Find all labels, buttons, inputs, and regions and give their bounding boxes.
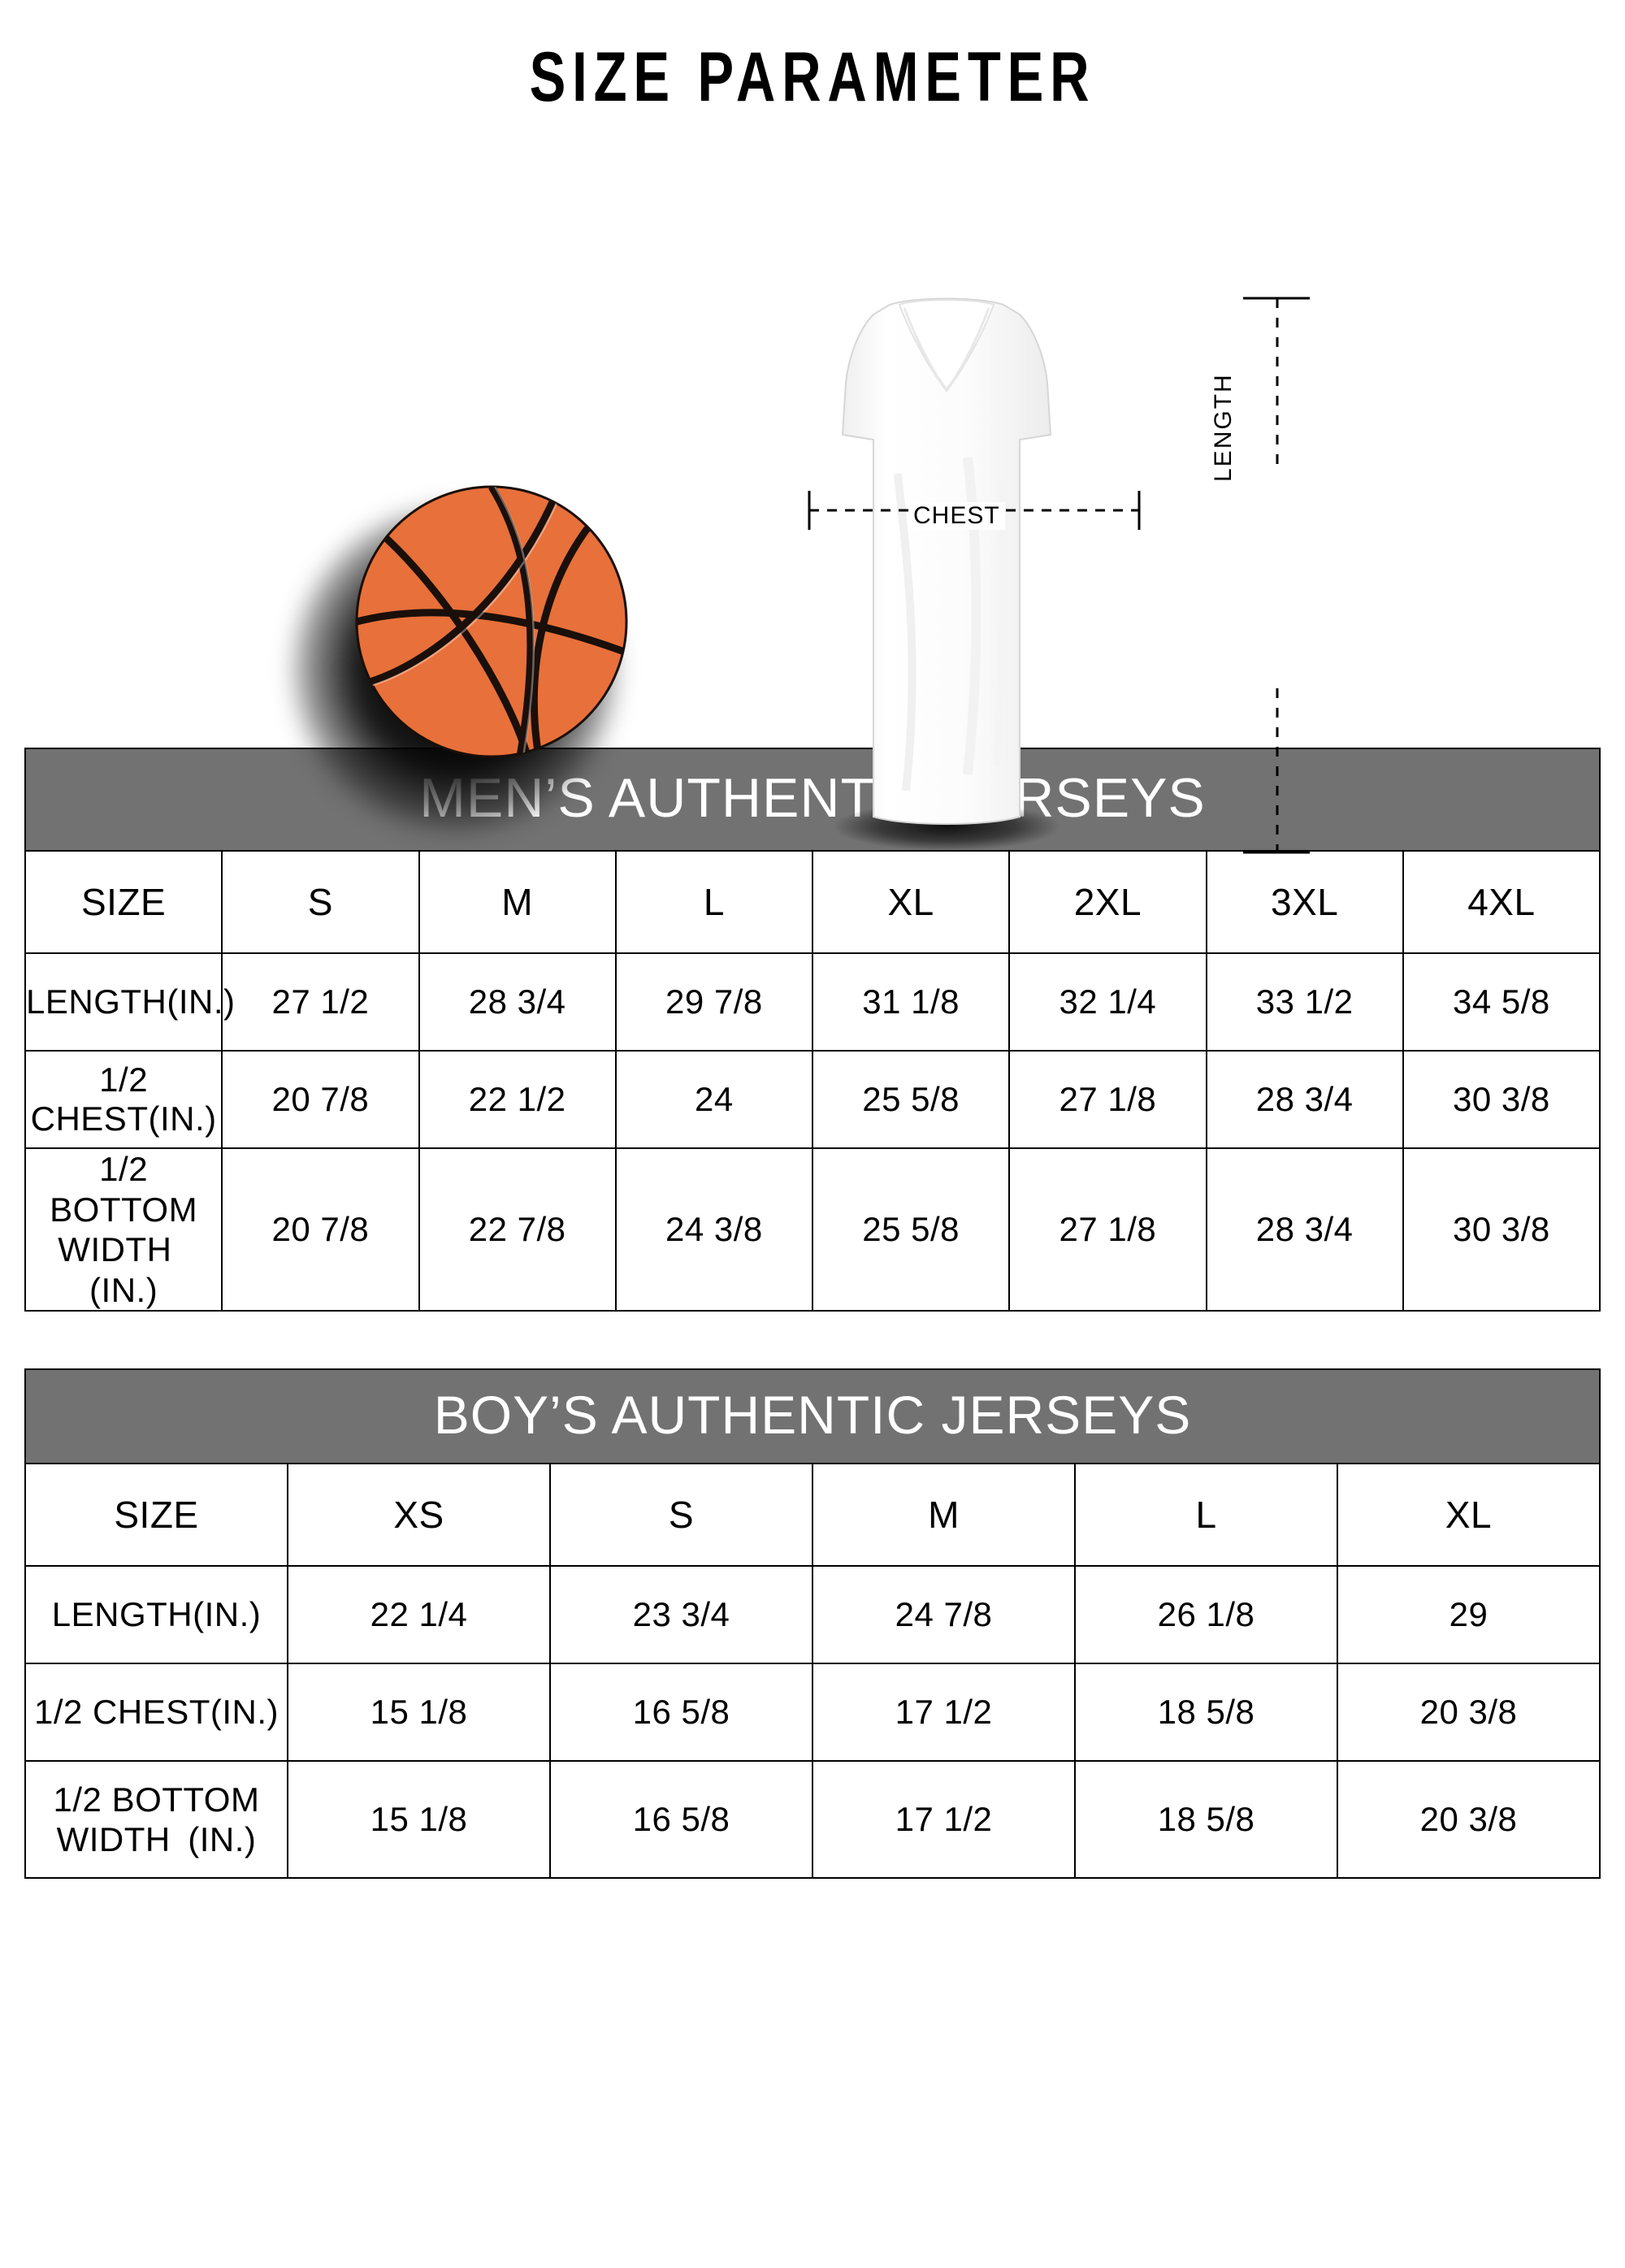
mens-col-m: M	[418, 850, 617, 954]
boys-chest-xs: 15 1/8	[287, 1663, 551, 1763]
boys-length-m: 24 7/8	[812, 1565, 1076, 1665]
jersey-illustration	[776, 287, 1117, 856]
table-row: 1/2 BOTTOM WIDTH (IN.) 15 1/8 16 5/8 17 …	[24, 1760, 1601, 1880]
table-header-row: SIZE XS S M L XL	[24, 1463, 1601, 1568]
table-row: LENGTH(IN.) 22 1/4 23 3/4 24 7/8 26 1/8 …	[24, 1565, 1601, 1665]
mens-row-label-bottom-width: 1/2 BOTTOM WIDTH (IN.)	[24, 1147, 223, 1312]
boys-bottom-s: 16 5/8	[549, 1760, 813, 1880]
length-dimension-line	[1243, 297, 1310, 854]
boys-col-l: L	[1074, 1463, 1338, 1568]
boys-row-label-bottom-width-line2: WIDTH (IN.)	[56, 1820, 257, 1859]
mens-col-4xl: 4XL	[1402, 850, 1601, 954]
boys-bottom-m: 17 1/2	[812, 1760, 1076, 1880]
mens-row-label-chest: 1/2 CHEST(IN.)	[24, 1050, 223, 1149]
chest-label: CHEST	[908, 502, 1005, 530]
mens-bottom-4xl: 30 3/8	[1402, 1147, 1601, 1312]
mens-bottom-xl: 25 5/8	[811, 1147, 1011, 1312]
mens-col-3xl: 3XL	[1205, 850, 1404, 954]
boys-bottom-xs: 15 1/8	[287, 1760, 551, 1880]
boys-size-table: SIZE XS S M L XL LENGTH(IN.) 22 1/4 23 3…	[24, 1463, 1601, 1880]
mens-length-3xl: 33 1/2	[1205, 952, 1404, 1052]
boys-bottom-l: 18 5/8	[1074, 1760, 1338, 1880]
page-title: SIZE PARAMETER	[529, 38, 1096, 116]
boys-col-size: SIZE	[24, 1463, 288, 1568]
mens-chest-m: 22 1/2	[418, 1050, 617, 1149]
mens-col-xl: XL	[811, 850, 1011, 954]
table-row: 1/2 CHEST(IN.) 20 7/8 22 1/2 24 25 5/8 2…	[24, 1050, 1601, 1149]
boys-row-label-bottom-width: 1/2 BOTTOM WIDTH (IN.)	[24, 1760, 288, 1880]
boys-row-label-bottom-width-line1: 1/2 BOTTOM	[53, 1780, 260, 1819]
boys-length-l: 26 1/8	[1074, 1565, 1338, 1665]
mens-length-l: 29 7/8	[614, 952, 814, 1052]
mens-length-2xl: 32 1/4	[1008, 952, 1207, 1052]
mens-col-s: S	[221, 850, 420, 954]
mens-chest-l: 24	[614, 1050, 814, 1149]
mens-chest-2xl: 27 1/8	[1008, 1050, 1207, 1149]
mens-bottom-2xl: 27 1/8	[1008, 1147, 1207, 1312]
mens-bottom-l: 24 3/8	[614, 1147, 814, 1312]
boys-length-xs: 22 1/4	[287, 1565, 551, 1665]
mens-row-label-length: LENGTH(IN.)	[24, 952, 235, 1052]
mens-length-m: 28 3/4	[418, 952, 617, 1052]
mens-chest-s: 20 7/8	[221, 1050, 420, 1149]
table-row: 1/2 BOTTOM WIDTH (IN.) 20 7/8 22 7/8 24 …	[24, 1147, 1601, 1312]
boys-col-s: S	[549, 1463, 813, 1568]
illustration-area: CHEST LENGTH	[0, 112, 1625, 854]
mens-bottom-3xl: 28 3/4	[1205, 1147, 1404, 1312]
mens-bottom-m: 22 7/8	[418, 1147, 617, 1312]
boys-length-xl: 29	[1337, 1565, 1601, 1665]
boys-col-m: M	[812, 1463, 1076, 1568]
boys-chest-m: 17 1/2	[812, 1663, 1076, 1763]
boys-table-title: BOY’S AUTHENTIC JERSEYS	[24, 1368, 1601, 1464]
boys-chest-xl: 20 3/8	[1337, 1663, 1601, 1763]
boys-row-label-chest: 1/2 CHEST(IN.)	[24, 1663, 288, 1763]
length-label: LENGTH	[1210, 373, 1237, 482]
mens-size-table: SIZE S M L XL 2XL 3XL 4XL LENGTH(IN.) 27…	[24, 850, 1601, 1312]
mens-chest-xl: 25 5/8	[811, 1050, 1011, 1149]
mens-row-label-bottom-width-line1: 1/2 BOTTOM	[50, 1150, 198, 1229]
mens-size-table-block: MEN’S AUTHENTIC JERSEYS SIZE S M L XL 2X…	[24, 748, 1601, 1312]
mens-col-l: L	[614, 850, 814, 954]
basketball-illustration	[292, 482, 666, 831]
table-header-row: SIZE S M L XL 2XL 3XL 4XL	[24, 850, 1601, 954]
boys-col-xl: XL	[1337, 1463, 1601, 1568]
table-row: 1/2 CHEST(IN.) 15 1/8 16 5/8 17 1/2 18 5…	[24, 1663, 1601, 1763]
jersey-icon	[833, 297, 1060, 851]
table-row: LENGTH(IN.) 27 1/2 28 3/4 29 7/8 31 1/8 …	[24, 952, 1601, 1052]
boys-col-xs: XS	[287, 1463, 551, 1568]
mens-length-4xl: 34 5/8	[1402, 952, 1601, 1052]
mens-length-s: 27 1/2	[221, 952, 420, 1052]
boys-chest-l: 18 5/8	[1074, 1663, 1338, 1763]
boys-row-label-length: LENGTH(IN.)	[24, 1565, 288, 1665]
mens-row-label-bottom-width-line2: WIDTH (IN.)	[58, 1230, 189, 1309]
basketball-icon	[355, 485, 628, 758]
mens-chest-4xl: 30 3/8	[1402, 1050, 1601, 1149]
mens-bottom-s: 20 7/8	[221, 1147, 420, 1312]
boys-bottom-xl: 20 3/8	[1337, 1760, 1601, 1880]
boys-chest-s: 16 5/8	[549, 1663, 813, 1763]
boys-length-s: 23 3/4	[549, 1565, 813, 1665]
mens-length-xl: 31 1/8	[811, 952, 1011, 1052]
boys-size-table-block: BOY’S AUTHENTIC JERSEYS SIZE XS S M L XL…	[24, 1368, 1601, 1880]
mens-col-2xl: 2XL	[1008, 850, 1207, 954]
mens-chest-3xl: 28 3/4	[1205, 1050, 1404, 1149]
mens-col-size: SIZE	[24, 850, 223, 954]
